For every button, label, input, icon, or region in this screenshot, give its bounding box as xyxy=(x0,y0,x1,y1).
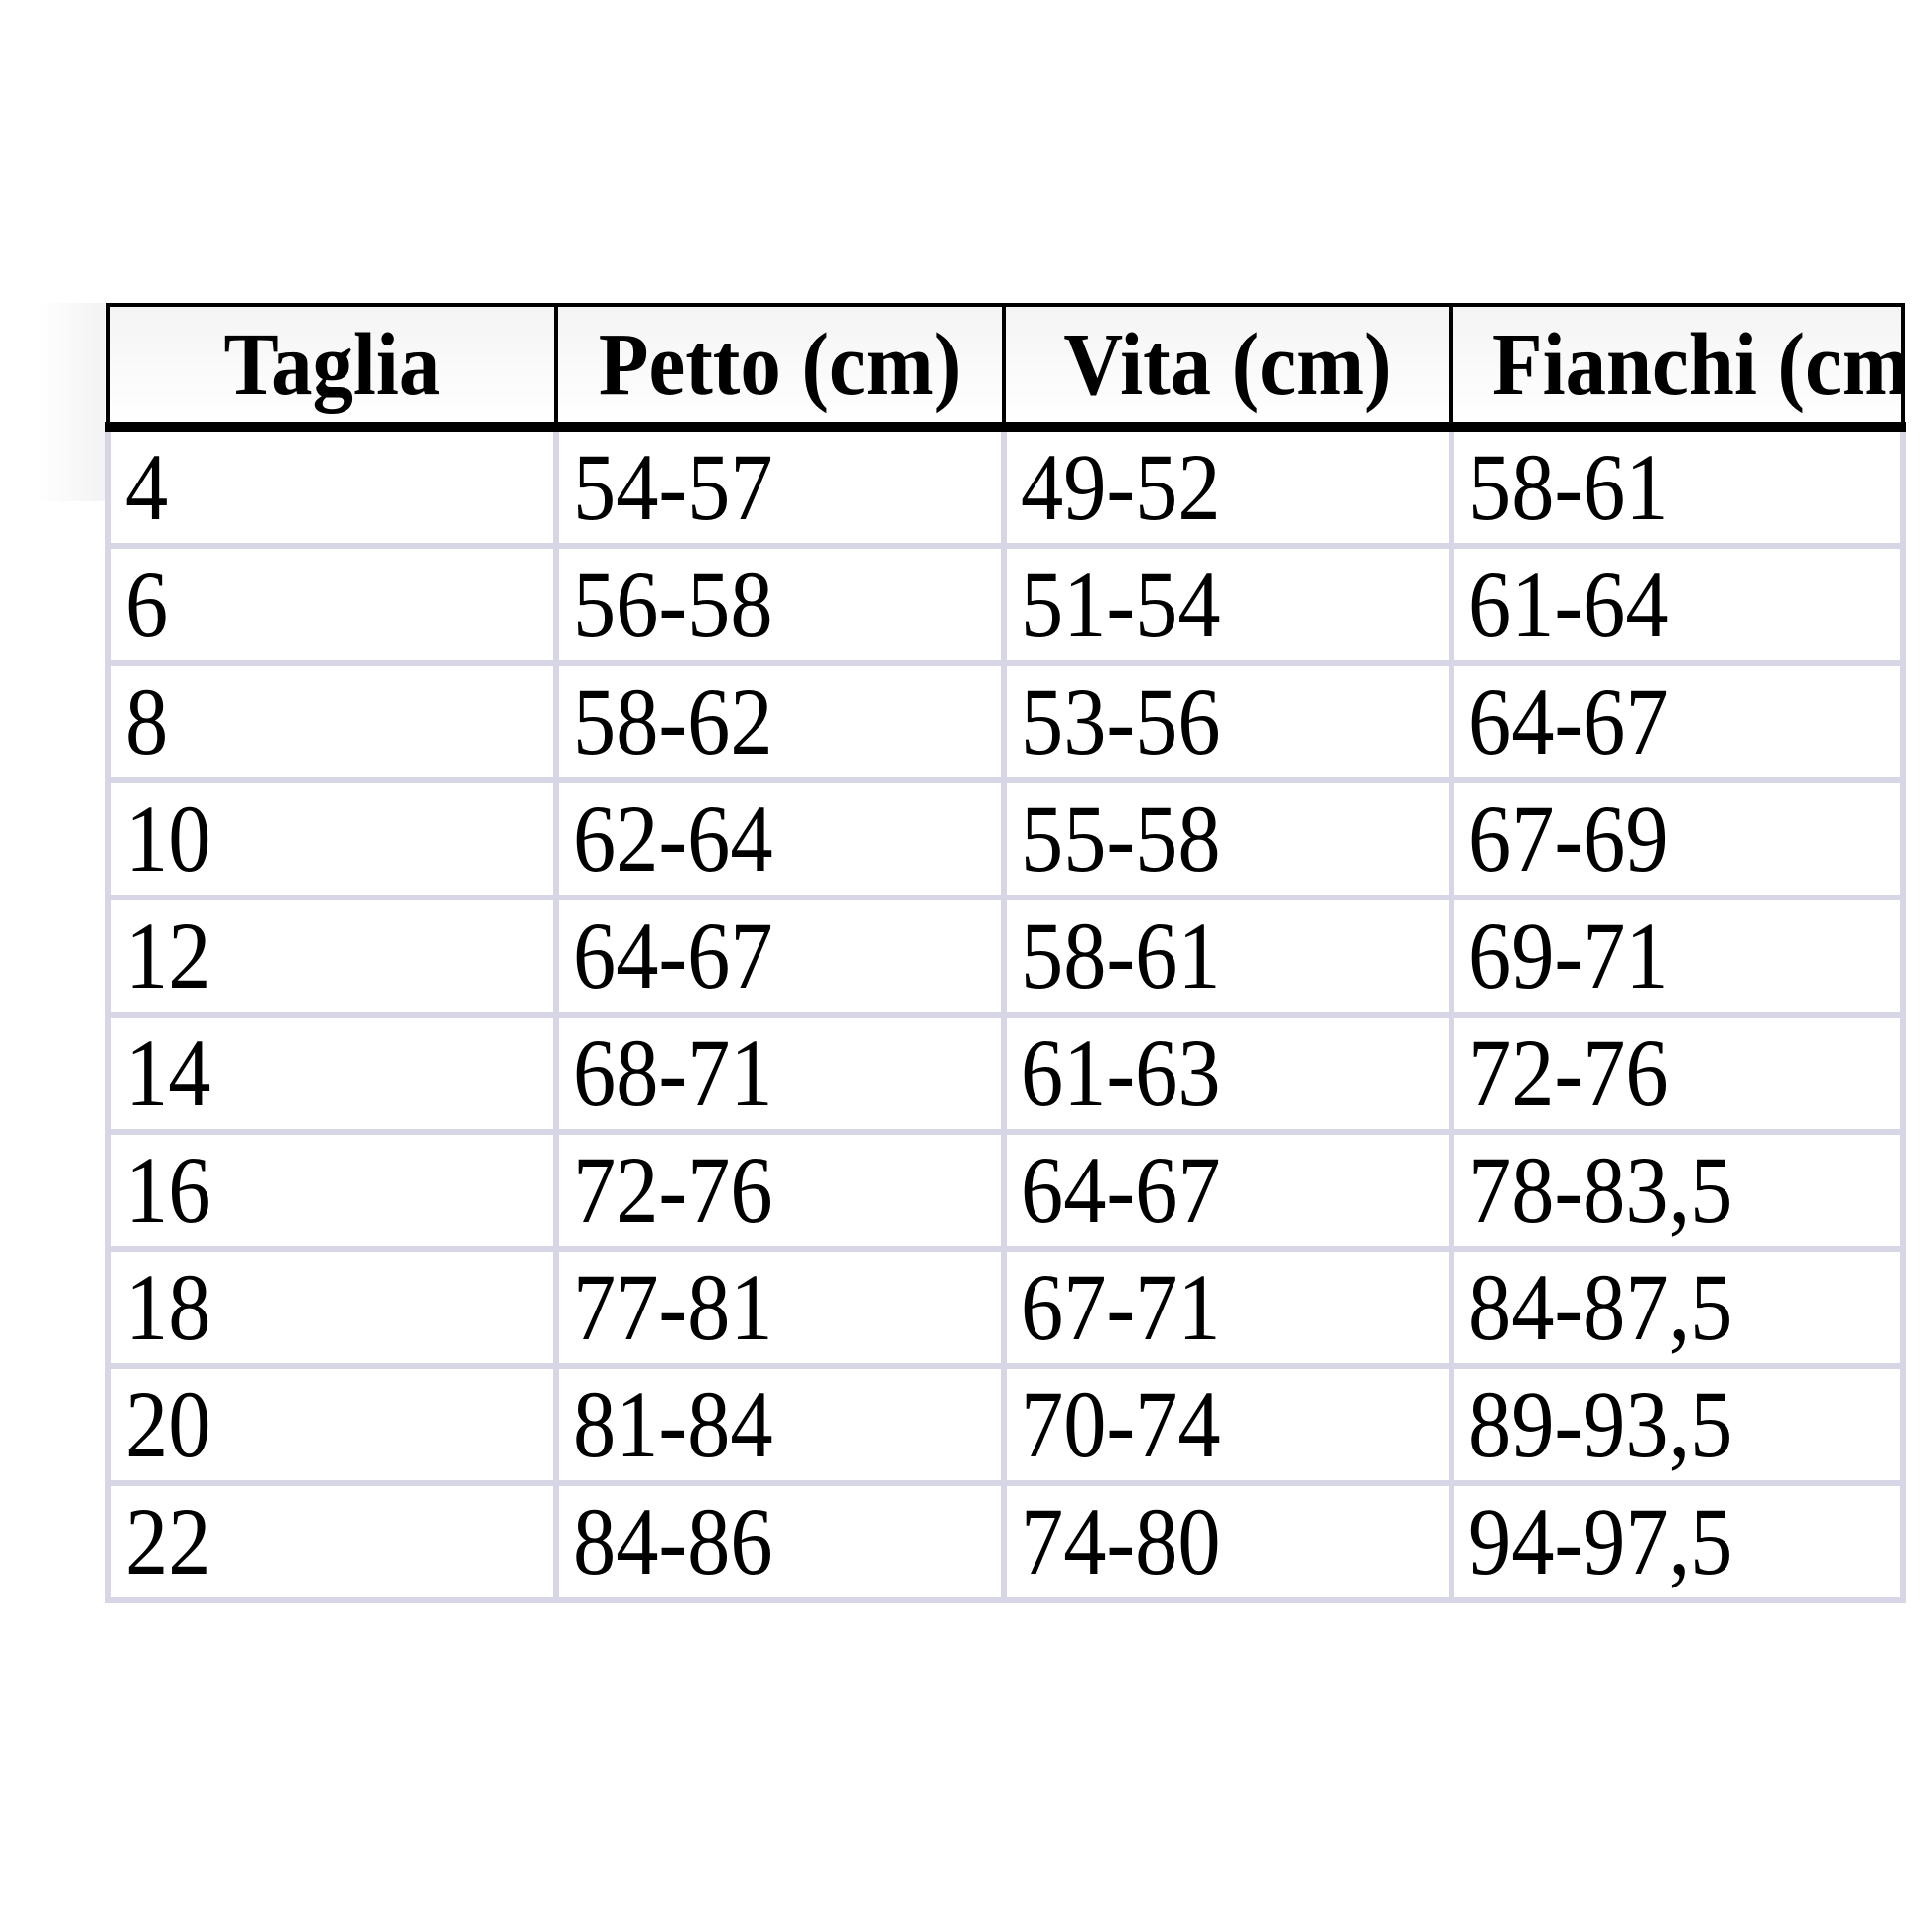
cell-vita: 74-80 xyxy=(1001,1480,1454,1603)
header-fianchi: Fianchi (cm) xyxy=(1449,303,1905,432)
cell-vita: 55-58 xyxy=(1001,777,1454,900)
cell-taglia: 8 xyxy=(105,660,559,783)
cell-vita: 61-63 xyxy=(1001,1012,1454,1135)
cell-taglia: 14 xyxy=(105,1012,559,1135)
cell-fianchi: 64-67 xyxy=(1449,660,1906,783)
cell-taglia: 4 xyxy=(105,424,559,549)
table-row: 8 58-62 53-56 64-67 xyxy=(105,660,1906,783)
cell-petto: 81-84 xyxy=(553,1363,1007,1486)
cell-vita: 70-74 xyxy=(1001,1363,1454,1486)
cell-petto: 56-58 xyxy=(553,543,1007,666)
cell-taglia: 6 xyxy=(105,543,559,666)
cell-taglia: 20 xyxy=(105,1363,559,1486)
cell-petto: 68-71 xyxy=(553,1012,1007,1135)
cell-fianchi: 78-83,5 xyxy=(1449,1129,1906,1252)
cell-petto: 62-64 xyxy=(553,777,1007,900)
cell-petto: 58-62 xyxy=(553,660,1007,783)
header-petto: Petto (cm) xyxy=(554,303,1006,432)
cell-taglia: 16 xyxy=(105,1129,559,1252)
table-row: 20 81-84 70-74 89-93,5 xyxy=(105,1363,1906,1486)
header-taglia: Taglia xyxy=(106,303,558,432)
header-row: Taglia Petto (cm) Vita (cm) Fianchi (cm) xyxy=(106,303,1905,432)
size-chart-table: Taglia Petto (cm) Vita (cm) Fianchi (cm)… xyxy=(105,303,1906,1603)
table-row: 22 84-86 74-80 94-97,5 xyxy=(105,1480,1906,1603)
cell-taglia: 18 xyxy=(105,1246,559,1369)
cell-fianchi: 89-93,5 xyxy=(1449,1363,1906,1486)
cell-vita: 53-56 xyxy=(1001,660,1454,783)
cell-fianchi: 84-87,5 xyxy=(1449,1246,1906,1369)
cell-taglia: 10 xyxy=(105,777,559,900)
cell-vita: 67-71 xyxy=(1001,1246,1454,1369)
cell-petto: 72-76 xyxy=(553,1129,1007,1252)
table-row: 16 72-76 64-67 78-83,5 xyxy=(105,1129,1906,1252)
cell-vita: 64-67 xyxy=(1001,1129,1454,1252)
cell-fianchi: 72-76 xyxy=(1449,1012,1906,1135)
cell-fianchi: 69-71 xyxy=(1449,895,1906,1018)
cell-fianchi: 61-64 xyxy=(1449,543,1906,666)
header-vita: Vita (cm) xyxy=(1002,303,1453,432)
cell-taglia: 12 xyxy=(105,895,559,1018)
cell-petto: 84-86 xyxy=(553,1480,1007,1603)
cell-fianchi: 58-61 xyxy=(1449,424,1906,549)
table-row: 6 56-58 51-54 61-64 xyxy=(105,543,1906,666)
table-row: 14 68-71 61-63 72-76 xyxy=(105,1012,1906,1135)
cell-vita: 49-52 xyxy=(1001,424,1454,549)
cell-taglia: 22 xyxy=(105,1480,559,1603)
edge-shadow xyxy=(36,303,105,501)
table-row: 12 64-67 58-61 69-71 xyxy=(105,895,1906,1018)
cell-vita: 58-61 xyxy=(1001,895,1454,1018)
cell-petto: 64-67 xyxy=(553,895,1007,1018)
table-row: 10 62-64 55-58 67-69 xyxy=(105,777,1906,900)
cell-petto: 77-81 xyxy=(553,1246,1007,1369)
cell-petto: 54-57 xyxy=(553,424,1007,549)
cell-fianchi: 94-97,5 xyxy=(1449,1480,1906,1603)
table-row: 4 54-57 49-52 58-61 xyxy=(105,424,1906,549)
cell-fianchi: 67-69 xyxy=(1449,777,1906,900)
table-row: 18 77-81 67-71 84-87,5 xyxy=(105,1246,1906,1369)
cell-vita: 51-54 xyxy=(1001,543,1454,666)
